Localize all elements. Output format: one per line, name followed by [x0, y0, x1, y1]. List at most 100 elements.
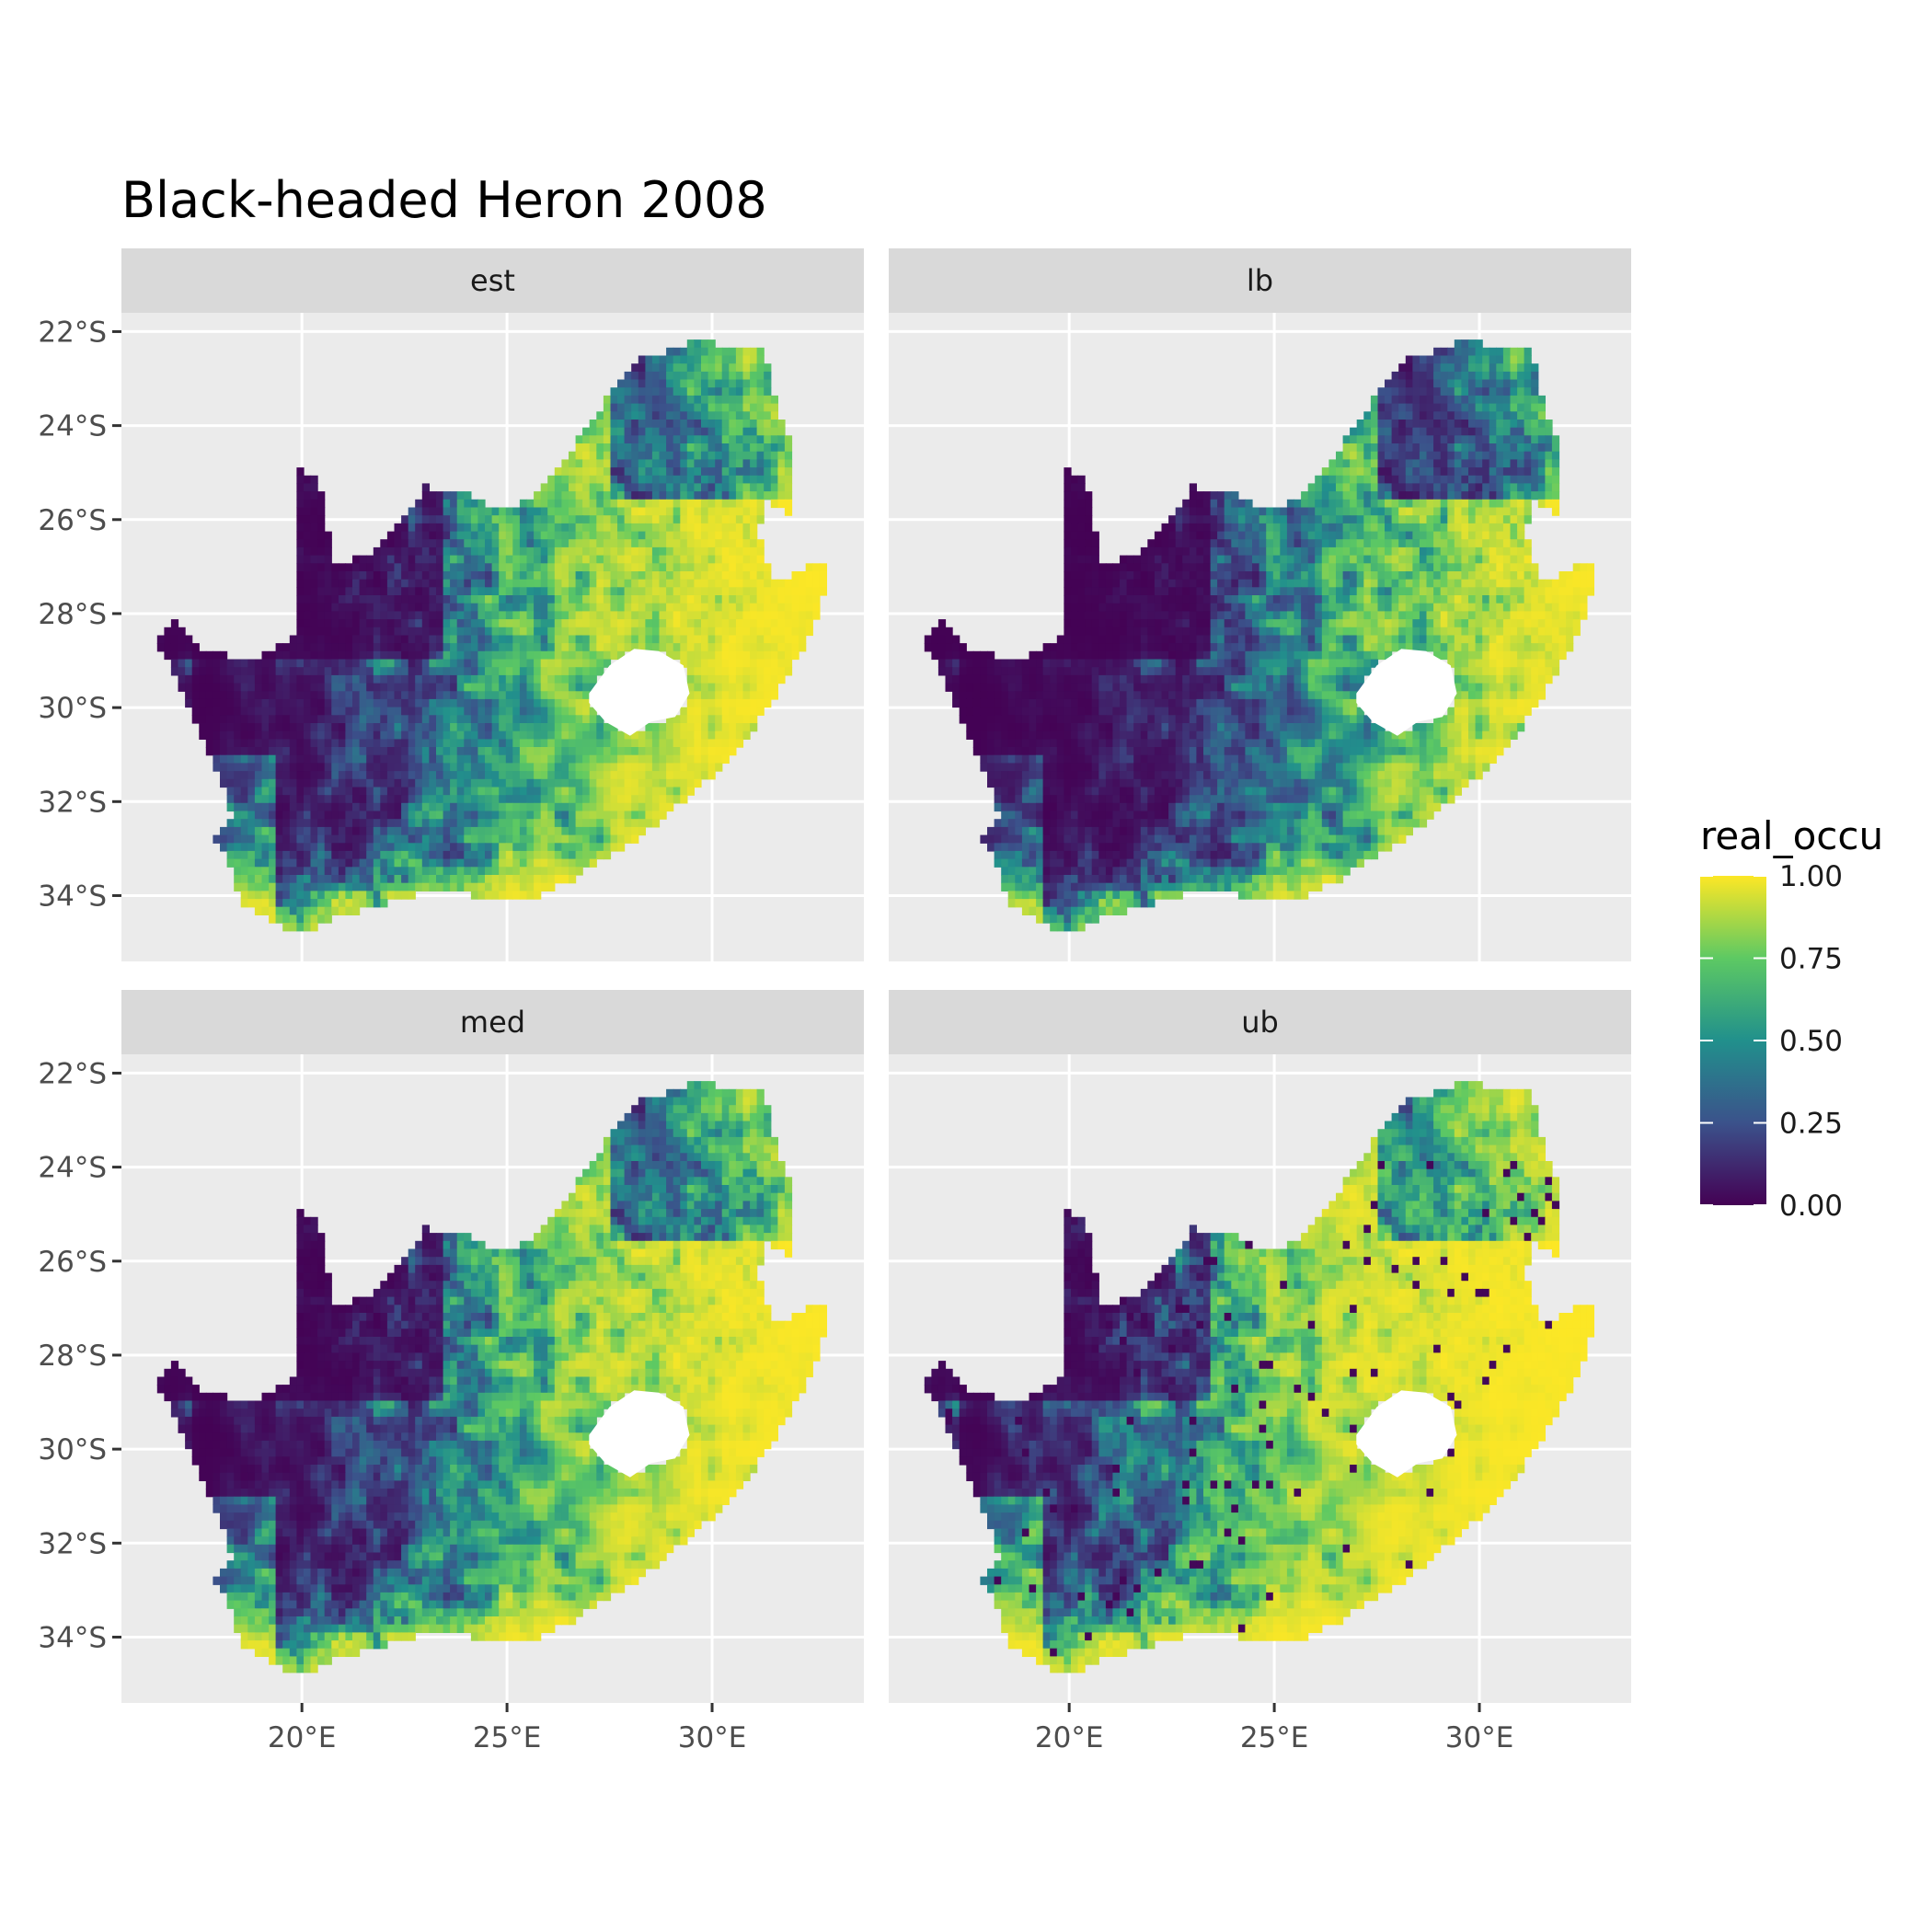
- raster-cell: [729, 636, 736, 644]
- raster-cell: [1343, 452, 1351, 460]
- raster-cell: [1433, 380, 1441, 388]
- raster-cell: [1085, 523, 1092, 532]
- raster-cell: [604, 587, 611, 595]
- raster-cell: [352, 851, 360, 859]
- raster-cell: [1328, 523, 1336, 532]
- raster-cell: [290, 891, 297, 899]
- raster-cell: [436, 580, 443, 588]
- raster-cell: [1371, 420, 1378, 428]
- raster-cell: [1489, 459, 1497, 467]
- raster-cell: [339, 563, 346, 571]
- raster-cell: [652, 483, 660, 491]
- raster-cell: [269, 867, 276, 875]
- raster-cell: [360, 643, 367, 651]
- raster-cell: [1482, 500, 1489, 508]
- raster-cell: [1266, 523, 1273, 532]
- raster-cell: [1245, 500, 1252, 508]
- raster-cell: [743, 627, 751, 636]
- raster-cell: [499, 867, 506, 875]
- raster-cell: [1482, 428, 1489, 436]
- raster-cell: [771, 476, 778, 484]
- raster-cell: [1531, 467, 1538, 476]
- raster-cell: [450, 636, 457, 644]
- raster-cell: [1461, 404, 1468, 412]
- raster-cell: [241, 835, 248, 844]
- raster-cell: [1545, 500, 1552, 508]
- raster-cell: [520, 835, 527, 844]
- raster-cell: [220, 843, 227, 851]
- raster-cell: [282, 691, 290, 699]
- raster-cell: [512, 547, 520, 556]
- raster-cell: [311, 523, 318, 532]
- raster-cell: [673, 515, 681, 523]
- raster-cell: [576, 563, 583, 571]
- raster-cell: [1441, 396, 1448, 404]
- raster-cell: [652, 387, 660, 396]
- raster-cell: [715, 539, 722, 547]
- raster-cell: [527, 667, 535, 675]
- raster-cell: [464, 660, 471, 668]
- raster-cell: [443, 747, 451, 755]
- raster-cell: [729, 604, 736, 612]
- raster-cell: [694, 771, 701, 779]
- raster-cell: [812, 604, 820, 612]
- raster-cell: [638, 483, 646, 491]
- raster-cell: [708, 532, 716, 540]
- raster-cell: [638, 803, 646, 811]
- raster-cell: [638, 411, 646, 420]
- raster-cell: [296, 739, 304, 747]
- raster-cell: [296, 747, 304, 755]
- raster-cell: [345, 891, 352, 899]
- raster-cell: [317, 851, 325, 859]
- raster-cell: [352, 707, 360, 716]
- raster-cell: [512, 835, 520, 844]
- raster-cell: [715, 563, 722, 571]
- raster-cell: [276, 803, 283, 811]
- raster-cell: [1343, 508, 1351, 516]
- raster-cell: [331, 580, 339, 588]
- raster-cell: [1441, 435, 1448, 443]
- raster-cell: [527, 883, 535, 891]
- raster-cell: [401, 851, 408, 859]
- raster-cell: [471, 619, 478, 627]
- raster-cell: [311, 611, 318, 619]
- raster-cell: [317, 859, 325, 868]
- raster-cell: [408, 684, 416, 692]
- raster-cell: [1225, 539, 1232, 547]
- raster-cell: [1461, 508, 1468, 516]
- raster-cell: [345, 684, 352, 692]
- raster-cell: [477, 788, 485, 796]
- raster-cell: [408, 731, 416, 740]
- raster-cell: [296, 843, 304, 851]
- raster-cell: [729, 363, 736, 372]
- raster-cell: [1350, 459, 1357, 467]
- raster-cell: [269, 883, 276, 891]
- raster-cell: [527, 835, 535, 844]
- raster-cell: [499, 779, 506, 788]
- raster-cell: [520, 604, 527, 612]
- raster-cell: [1071, 483, 1078, 491]
- raster-cell: [352, 788, 360, 796]
- raster-cell: [429, 660, 436, 668]
- raster-cell: [534, 532, 541, 540]
- raster-cell: [1433, 356, 1441, 364]
- raster-cell: [512, 539, 520, 547]
- raster-cell: [708, 356, 716, 364]
- raster-cell: [512, 755, 520, 764]
- raster-cell: [415, 731, 422, 740]
- raster-cell: [360, 627, 367, 636]
- raster-cell: [499, 595, 506, 604]
- raster-cell: [325, 595, 332, 604]
- raster-cell: [339, 739, 346, 747]
- raster-cell: [1433, 523, 1441, 532]
- raster-cell: [582, 739, 590, 747]
- raster-cell: [262, 795, 270, 803]
- raster-cell: [611, 500, 618, 508]
- raster-cell: [401, 819, 408, 827]
- raster-cell: [1468, 411, 1476, 420]
- raster-cell: [687, 587, 695, 595]
- raster-cell: [247, 827, 255, 835]
- raster-cell: [680, 363, 687, 372]
- raster-cell: [750, 684, 757, 692]
- raster-cell: [485, 604, 492, 612]
